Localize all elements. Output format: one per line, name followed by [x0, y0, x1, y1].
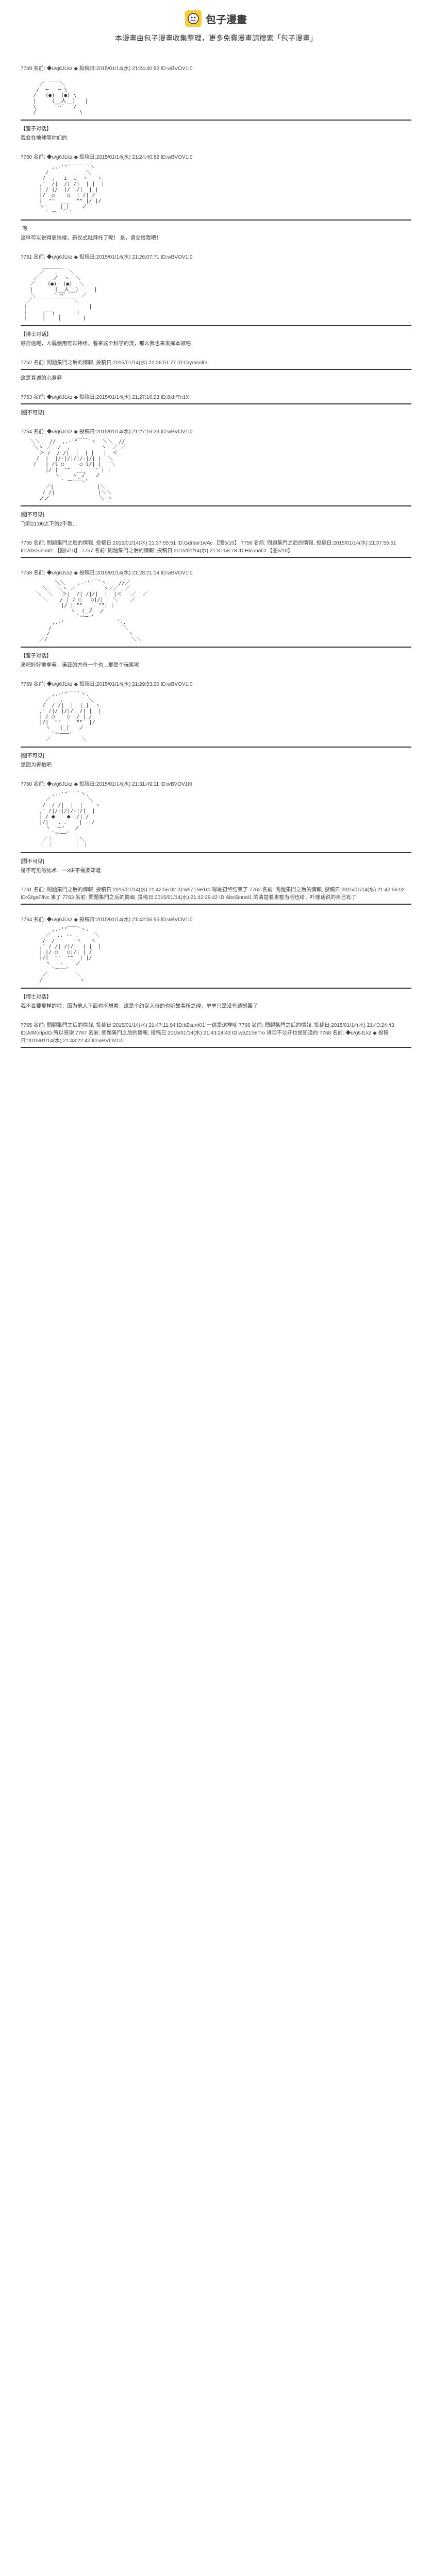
dialogue-text: 这是真诚的心意啊 [21, 375, 411, 382]
ascii-art: ,.-'"´ ￣￣ `ヽ / ＼ / , i i ヽ ヽ ,' /| /| /|… [21, 164, 411, 215]
forum-post: 7761 名前: 問題集門之后的情報, 投稿日:2015/01/14(水) 21… [0, 885, 432, 905]
post-divider [21, 1047, 411, 1048]
forum-post: 7759 名前: ◆u/g6JLkz ◆ 投稿日:2015/01/14(水) 2… [0, 680, 432, 769]
post-meta: 7755 名前: 問題集門之后的情報, 投稿日:2015/01/14(水) 21… [21, 538, 411, 554]
ascii-art: ,.-'"￣￣`ヽ. ／ ＼ / / /| | | ヽ ,' /|/-|/|/-… [21, 791, 411, 848]
post-meta: 7752 名前: 問題集門之后的情報, 投稿日:2015/01/14(水) 21… [21, 358, 411, 366]
dialogue-label: 【博士对话】 [21, 331, 411, 338]
post-meta: 7751 名前: ◆u/g6JLkz ◆ 投稿日:2015/01/14(水) 2… [21, 252, 411, 260]
post-meta: 7764 名前: ◆u/g6JLkz ◆ 投稿日:2015/01/14(水) 2… [21, 915, 411, 923]
post-meta: 7754 名前: ◆u/g6JLkz ◆ 投稿日:2015/01/14(水) 2… [21, 427, 411, 435]
dialogue-label: ·嗯· [21, 226, 411, 233]
post-divider [21, 219, 411, 221]
dialogue-text: 是不可见的仙术…一3讲不需要知道 [21, 868, 411, 875]
ascii-art: ＿＿＿＿ ／ ＼ ／ ＿ノ ヽ ＼ ／ (●) (●) ＼ | (__人__) … [21, 264, 411, 321]
logo-row: 包子漫畫 [0, 10, 432, 27]
dialogue-label: [图不可见] [21, 512, 411, 519]
forum-post: 7764 名前: ◆u/g6JLkz ◆ 投稿日:2015/01/14(水) 2… [0, 915, 432, 1010]
post-meta: 7750 名前: ◆u/g6JLkz ◆ 投稿日:2015/01/14(水) 2… [21, 152, 411, 160]
post-divider [21, 120, 411, 121]
post-divider [21, 988, 411, 989]
dialogue-label: 【博士对话】 [21, 994, 411, 1001]
forum-post: 7758 名前: ◆u/g6JLkz ◆ 投稿日:2015/01/14(水) 2… [0, 568, 432, 669]
forum-post: 7754 名前: ◆u/g6JLkz ◆ 投稿日:2015/01/14(水) 2… [0, 427, 432, 528]
ascii-art: ＼＼ ,.-'"￣`ヽ. //／ ＼ ＼ヽ ／ ヽ／／ ／ ＼ ＼ ＞| /| … [21, 580, 411, 642]
post-meta: 7760 名前: ◆u/g6JLkz ◆ 投稿日:2015/01/14(水) 2… [21, 779, 411, 787]
forum-post: 7753 名前: ◆u/g6JLkz ◆ 投稿日:2015/01/14(水) 2… [0, 393, 432, 417]
post-meta: 7749 名前: ◆u/g6JLkz ◆ 投稿日:2015/01/14(水) 2… [21, 64, 411, 72]
ascii-art: ,.-'"￣￣`ヽ. ／ , ＼ / / /| | | | ヽ ,' /|/ |… [21, 691, 411, 742]
post-divider [21, 403, 411, 404]
dialogue-text: 好自信呢，人偶使用可以持续，看来这个科学的流，那么我也来发挥本领吧 [21, 341, 411, 348]
ascii-art: ＼＼ // ,.-'"￣￣`ヽ ＼＼ // ＼ヽ ／ / , ヽ ／ ／ ＞ /… [21, 439, 411, 501]
post-meta: 7759 名前: ◆u/g6JLkz ◆ 投稿日:2015/01/14(水) 2… [21, 680, 411, 687]
dialogue-text: 是因为害怕吧 [21, 762, 411, 769]
forum-post: 7751 名前: ◆u/g6JLkz ◆ 投稿日:2015/01/14(水) 2… [0, 252, 432, 348]
post-divider [21, 557, 411, 558]
page-header: 包子漫畫 本漫畫由包子漫畫收集整理，更多免費漫畫請搜索「包子漫畫」 [0, 0, 432, 64]
post-divider [21, 325, 411, 326]
ascii-art: ,.-'"￣￣`ヽ. ／ ,. -- . ＼ / / ヽ ヽ ,' / /| /… [21, 927, 411, 984]
post-meta: 7758 名前: ◆u/g6JLkz ◆ 投稿日:2015/01/14(水) 2… [21, 568, 411, 576]
post-meta: 7753 名前: ◆u/g6JLkz ◆ 投稿日:2015/01/14(水) 2… [21, 393, 411, 400]
forum-post: 7752 名前: 問題集門之后的情報, 投稿日:2015/01/14(水) 21… [0, 358, 432, 382]
logo-text: 包子漫畫 [206, 11, 247, 26]
forum-post: 7750 名前: ◆u/g6JLkz ◆ 投稿日:2015/01/14(水) 2… [0, 152, 432, 242]
post-divider [21, 904, 411, 905]
dialogue-label: 【蜜子对话】 [21, 126, 411, 133]
forum-post: 7765 名前: 問題集門之后的情報, 投稿日:2015/01/14(水) 21… [0, 1021, 432, 1048]
dialogue-label: [图不可见] [21, 410, 411, 417]
post-meta: 7765 名前: 問題集門之后的情報, 投稿日:2015/01/14(水) 21… [21, 1021, 411, 1044]
forum-post: 7749 名前: ◆u/g6JLkz ◆ 投稿日:2015/01/14(水) 2… [0, 64, 432, 142]
post-divider [21, 505, 411, 506]
header-subtitle: 本漫畫由包子漫畫收集整理，更多免費漫畫請搜索「包子漫畫」 [0, 33, 432, 43]
forum-post: 7755 名前: 問題集門之后的情報, 投稿日:2015/01/14(水) 21… [0, 538, 432, 558]
dialogue-label: [图不可见] [21, 753, 411, 760]
dialogue-text: 飞到21:00之下的2千歌… [21, 521, 411, 528]
ascii-art: ___ ／ ＼ / ─ ─ \ / (●) (●) \ | (__人__) | … [21, 76, 411, 115]
dialogue-text: 我会在地球等你们的 [21, 135, 411, 142]
dialogue-text: 我不会要那样的啦，因为他人下面也不想看，这是个约定人待的也听故事所之理，单单只是… [21, 1003, 411, 1010]
post-divider [21, 369, 411, 370]
post-divider [21, 647, 411, 648]
post-divider [21, 852, 411, 853]
post-meta: 7761 名前: 問題集門之后的情報, 投稿日:2015/01/14(水) 21… [21, 885, 411, 901]
dialogue-text: 这样可以说得更快楼，新仪式就拜托了呢！ 是，请交给我吧！ [21, 235, 411, 242]
baozi-logo-icon [185, 10, 202, 27]
forum-post: 7760 名前: ◆u/g6JLkz ◆ 投稿日:2015/01/14(水) 2… [0, 779, 432, 875]
dialogue-text: 来吧好好地拿着，诺亚的方舟一个也…那是个玩笑呢 [21, 662, 411, 669]
post-divider [21, 747, 411, 748]
dialogue-label: [图不可见] [21, 858, 411, 866]
posts-container: 7749 名前: ◆u/g6JLkz ◆ 投稿日:2015/01/14(水) 2… [0, 64, 432, 1048]
dialogue-label: 【蜜子对话】 [21, 653, 411, 660]
